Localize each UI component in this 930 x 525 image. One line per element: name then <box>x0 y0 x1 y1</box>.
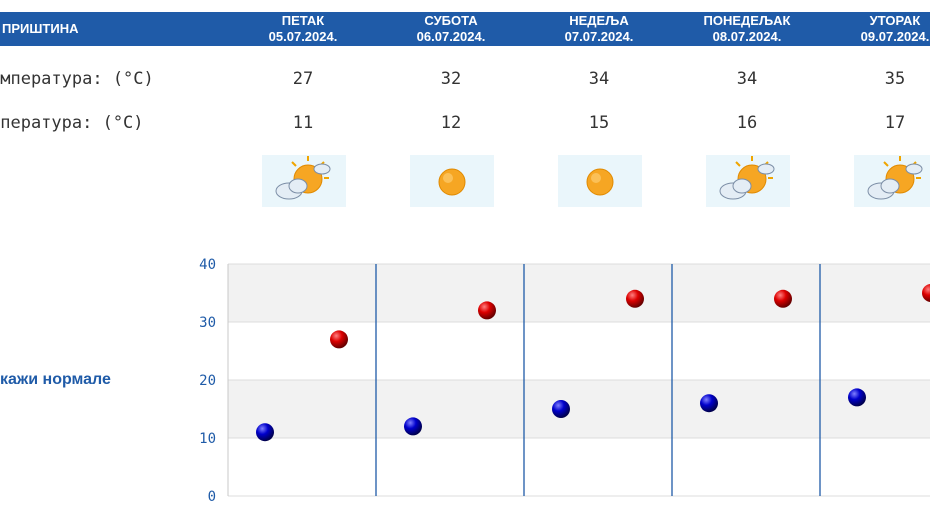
plot-band <box>228 264 930 322</box>
forecast-header-bar <box>0 12 930 46</box>
day-header: ПОНЕДЕЉАК 08.07.2024. <box>682 13 812 45</box>
day-date: 08.07.2024. <box>712 29 782 44</box>
max-temp-value: 34 <box>588 69 610 89</box>
day-header: СУБОТА 06.07.2024. <box>386 13 516 45</box>
min-temp-point <box>256 423 274 442</box>
max-temp-point <box>330 330 348 349</box>
y-tick-label: 10 <box>199 431 216 447</box>
day-name: ПОНЕДЕЉАК <box>703 13 791 28</box>
sun-cloud-icon <box>262 155 346 207</box>
sun-icon <box>558 155 642 207</box>
day-date: 05.07.2024. <box>268 29 338 44</box>
min-temp-point <box>552 400 570 418</box>
min-temp-value: 12 <box>440 113 462 133</box>
min-temp-value: 16 <box>736 113 758 133</box>
temperature-chart: 0 10 20 30 40 <box>199 257 930 505</box>
max-temp-value: 35 <box>884 69 906 89</box>
max-temp-point <box>478 301 496 320</box>
max-temp-value: 27 <box>292 69 314 89</box>
day-name: УТОРАК <box>869 13 921 28</box>
max-temp-value: 34 <box>736 69 758 89</box>
day-date: 07.07.2024. <box>564 29 634 44</box>
sun-cloud-icon <box>854 155 930 207</box>
day-date: 06.07.2024. <box>416 29 486 44</box>
max-temp-value: 32 <box>440 69 462 89</box>
min-temp-value: 17 <box>884 113 906 133</box>
min-temp-point <box>700 394 718 413</box>
plot-band <box>228 380 930 438</box>
day-header: НЕДЕЉА 07.07.2024. <box>534 13 664 45</box>
y-tick-label: 20 <box>199 373 216 389</box>
min-temp-value: 15 <box>588 113 610 133</box>
y-tick-label: 40 <box>199 257 216 273</box>
max-temp-point <box>626 289 644 308</box>
min-temp-value: 11 <box>292 113 314 133</box>
min-temp-point <box>404 417 422 436</box>
max-temp-point <box>922 284 930 302</box>
city-name: ПРИШТИНА <box>2 21 79 36</box>
day-name: ПЕТАК <box>281 13 325 28</box>
day-name: НЕДЕЉА <box>569 13 629 28</box>
max-temp-point <box>774 289 792 308</box>
min-temp-row-label: мпература: (°C) <box>0 113 144 133</box>
day-date: 09.07.2024. <box>860 29 930 44</box>
sun-cloud-icon <box>706 155 790 207</box>
max-temp-row-label: емпература: (°C) <box>0 69 154 89</box>
day-name: СУБОТА <box>424 13 478 28</box>
min-temp-point <box>848 388 866 407</box>
y-tick-label: 30 <box>199 315 216 331</box>
day-header: УТОРАК 09.07.2024. <box>830 13 930 45</box>
y-tick-label: 0 <box>208 489 216 505</box>
day-header: ПЕТАК 05.07.2024. <box>238 13 368 45</box>
show-normals-toggle[interactable]: кажи нормале <box>0 371 111 388</box>
sun-icon <box>410 155 494 207</box>
